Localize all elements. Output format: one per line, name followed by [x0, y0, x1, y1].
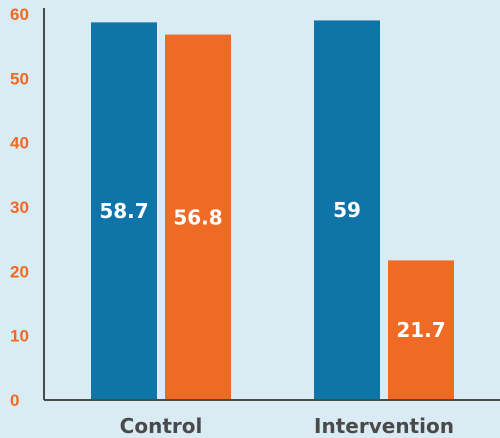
y-tick-label-50: 50 — [10, 69, 29, 88]
bar-control-series-1 — [91, 22, 157, 400]
bar-intervention-series-2 — [388, 260, 454, 400]
value-label-control-series-2: 56.8 — [173, 205, 222, 229]
bar-control-series-2 — [165, 34, 231, 400]
y-tick-label-60: 60 — [10, 5, 29, 24]
value-label-intervention-series-2: 21.7 — [396, 318, 445, 342]
y-tick-label-0: 0 — [10, 391, 19, 410]
category-label-control: Control — [120, 414, 203, 438]
value-labels-layer: 58.7 56.8 59 21.7 — [99, 198, 445, 342]
value-label-control-series-1: 58.7 — [99, 199, 148, 223]
y-tick-label-40: 40 — [10, 134, 29, 153]
bars-layer — [91, 20, 454, 401]
y-tick-label-30: 30 — [10, 198, 29, 217]
axes-layer: Control Intervention 0 10 20 30 40 50 60 — [10, 5, 500, 438]
value-label-intervention-series-1: 59 — [333, 198, 361, 222]
y-tick-label-10: 10 — [10, 327, 29, 346]
y-tick-label-20: 20 — [10, 262, 29, 281]
bar-intervention-series-1 — [314, 20, 380, 401]
category-label-intervention: Intervention — [314, 414, 454, 438]
